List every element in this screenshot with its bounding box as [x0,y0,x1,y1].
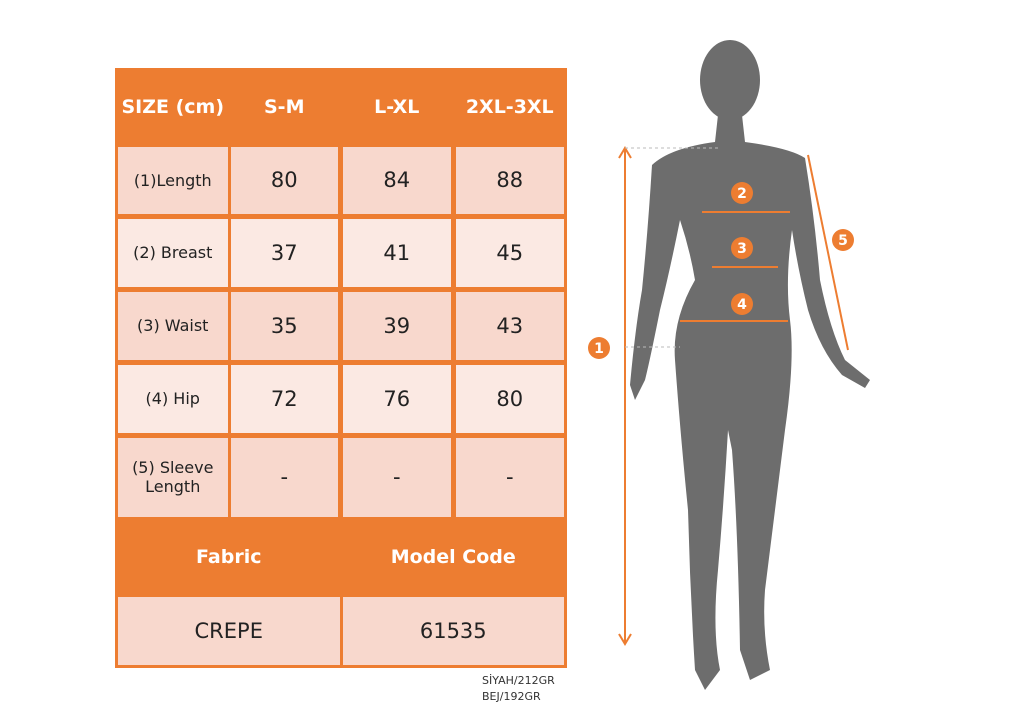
header-cell: L-XL [374,96,420,119]
marker-5: 5 [838,233,848,249]
size-value: 35 [230,291,338,360]
row-label: (2) Breast [118,218,228,287]
size-value: 84 [342,146,451,214]
size-value: 76 [342,364,451,433]
size-value: 45 [455,218,564,287]
marker-2: 2 [737,186,747,202]
size-value: - [455,437,564,517]
row-label: (4) Hip [118,364,228,433]
marker-3: 3 [737,241,747,257]
size-chart-table: SIZE (cm) S-M L-XL 2XL-3XL (1)Length 80 84 88 (2… [115,68,567,668]
size-value: - [342,437,451,517]
size-value: 80 [230,146,338,214]
size-value: 37 [230,218,338,287]
size-value: 80 [455,364,564,433]
note-black: SİYAH/212GR [482,674,555,687]
size-value: 43 [455,291,564,360]
marker-4: 4 [737,297,747,313]
fabric-header: Fabric [196,545,262,568]
size-value: 88 [455,146,564,214]
body-silhouette-figure: 1 2 3 4 5 [588,40,870,690]
row-label: (5) Sleeve Length [118,437,228,517]
marker-1: 1 [594,341,604,357]
model-code-header: Model Code [390,545,516,568]
header-cell: S-M [264,96,305,119]
size-value: 72 [230,364,338,433]
size-value: - [230,437,338,517]
size-value: 41 [342,218,451,287]
guide-lines [625,147,720,348]
size-value: 39 [342,291,451,360]
color-weight-notes: SİYAH/212GR BEJ/192GR [482,673,555,705]
fabric-value: CREPE [118,596,340,665]
header-cell: SIZE (cm) [121,96,225,119]
model-code-value: 61535 [342,596,564,665]
header-cell: 2XL-3XL [465,96,554,119]
row-label: (3) Waist [118,291,228,360]
measurement-lines [618,146,849,646]
markers [588,182,854,359]
note-beige: BEJ/192GR [482,690,541,703]
row-label: (1)Length [118,146,228,214]
woman-silhouette [630,40,870,690]
